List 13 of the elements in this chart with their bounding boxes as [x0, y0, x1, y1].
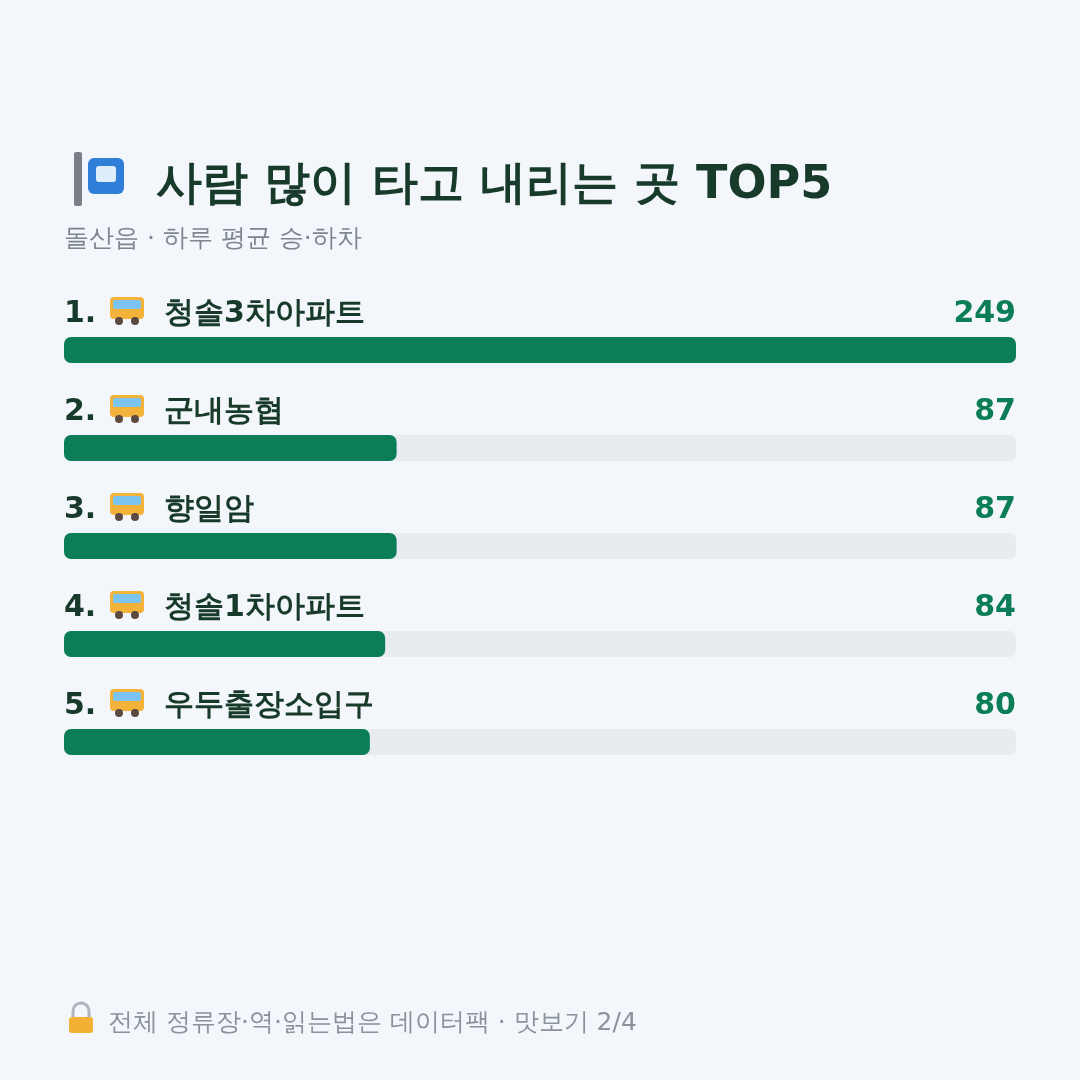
- category-label: 3. 향일암: [64, 490, 254, 525]
- category-label: 1. 청솔3차아파트: [64, 294, 365, 329]
- category-label: 5. 우두출장소입구: [64, 686, 374, 721]
- data-label: 80: [974, 686, 1016, 721]
- data-label: 87: [974, 392, 1016, 427]
- data-label: 84: [974, 588, 1016, 623]
- data-label: 249: [953, 294, 1016, 329]
- category-label: 4. 청솔1차아파트: [64, 588, 365, 623]
- data-label: 87: [974, 490, 1016, 525]
- category-label: 2. 군내농협: [64, 392, 284, 427]
- chart-subtitle: 돌산읍 · 하루 평균 승·하차: [64, 223, 362, 252]
- text: 전체 정류장·역·읽는법은 데이터팩 · 맛보기 2/4: [108, 1007, 637, 1036]
- chart-title: 사람 많이 타고 내리는 곳 TOP5: [156, 155, 833, 209]
